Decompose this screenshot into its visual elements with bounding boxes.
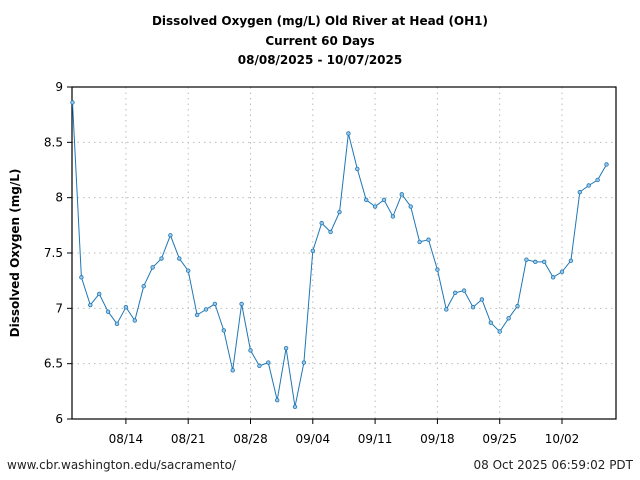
data-point bbox=[524, 257, 529, 262]
y-tick-label: 8 bbox=[55, 191, 63, 205]
data-point bbox=[506, 316, 511, 321]
y-tick-label: 6 bbox=[55, 412, 63, 426]
data-point bbox=[266, 360, 271, 365]
x-tick-label: 09/04 bbox=[296, 432, 331, 446]
data-point bbox=[604, 162, 609, 167]
data-point bbox=[177, 256, 182, 261]
data-point bbox=[275, 397, 280, 403]
data-point bbox=[364, 197, 369, 203]
data-point bbox=[221, 328, 226, 333]
data-point bbox=[542, 259, 547, 265]
chart-title-line-1: Dissolved Oxygen (mg/L) Old River at Hea… bbox=[151, 14, 489, 28]
y-tick-label: 7.5 bbox=[44, 246, 63, 260]
data-point bbox=[159, 256, 164, 261]
data-point bbox=[168, 233, 173, 238]
data-point bbox=[194, 312, 200, 318]
data-point bbox=[346, 131, 351, 136]
chart-title-line-2: Current 60 Days bbox=[265, 34, 375, 48]
data-point bbox=[497, 329, 502, 334]
data-point bbox=[88, 302, 93, 308]
data-point bbox=[426, 237, 431, 242]
data-point bbox=[479, 297, 485, 302]
data-point bbox=[105, 309, 111, 314]
data-point bbox=[550, 275, 556, 280]
y-tick-label: 7 bbox=[55, 301, 63, 315]
data-point bbox=[559, 269, 565, 275]
data-point bbox=[79, 275, 84, 280]
series-line bbox=[72, 102, 607, 407]
y-axis-label: Dissolved Oxygen (mg/L) bbox=[8, 169, 22, 338]
x-tick-label: 10/02 bbox=[545, 432, 580, 446]
data-point bbox=[568, 258, 574, 263]
data-point bbox=[533, 259, 538, 265]
data-point bbox=[203, 307, 209, 312]
data-point bbox=[408, 204, 413, 209]
y-tick-label: 8.5 bbox=[44, 135, 63, 149]
data-point bbox=[150, 265, 155, 270]
data-point bbox=[381, 197, 387, 203]
data-point bbox=[595, 177, 600, 183]
data-point bbox=[141, 284, 146, 289]
y-tick-label: 6.5 bbox=[44, 357, 63, 371]
data-point bbox=[577, 189, 582, 195]
y-tick-label: 9 bbox=[55, 80, 63, 94]
data-point bbox=[470, 305, 476, 310]
footer-timestamp: 08 Oct 2025 06:59:02 PDT bbox=[473, 458, 633, 472]
footer-url[interactable]: www.cbr.washington.edu/sacramento/ bbox=[7, 458, 236, 472]
x-tick-label: 09/25 bbox=[482, 432, 517, 446]
x-axis: 08/14 08/21 08/28 09/04 09/11 09/18 09/25 10/02 bbox=[109, 419, 580, 446]
data-point bbox=[257, 363, 262, 369]
data-point bbox=[417, 239, 422, 245]
data-point bbox=[248, 348, 253, 353]
x-tick-label: 08/28 bbox=[233, 432, 268, 446]
data-point bbox=[114, 321, 120, 327]
data-point bbox=[123, 305, 129, 310]
data-point bbox=[319, 220, 324, 226]
data-point bbox=[292, 404, 298, 410]
data-point bbox=[586, 183, 591, 188]
data-point bbox=[435, 267, 440, 272]
data-point bbox=[399, 192, 404, 197]
data-point bbox=[230, 368, 235, 373]
x-tick-label: 08/21 bbox=[171, 432, 206, 446]
data-point bbox=[239, 301, 244, 307]
data-point bbox=[283, 345, 289, 351]
data-point bbox=[372, 204, 378, 209]
x-tick-label: 09/18 bbox=[420, 432, 455, 446]
data-point bbox=[328, 229, 333, 235]
data-point bbox=[337, 209, 342, 215]
series-dissolved-oxygen bbox=[70, 100, 609, 410]
gridlines bbox=[72, 87, 616, 419]
data-point bbox=[185, 268, 191, 273]
chart-title-line-3: 08/08/2025 - 10/07/2025 bbox=[237, 53, 403, 67]
data-point bbox=[390, 214, 396, 219]
data-point bbox=[310, 248, 315, 253]
x-tick-label: 09/11 bbox=[358, 432, 393, 446]
y-axis: 6 6.5 7 7.5 8 8.5 9 bbox=[44, 80, 72, 426]
data-point bbox=[301, 360, 307, 365]
data-point bbox=[515, 303, 520, 309]
data-point bbox=[453, 290, 458, 296]
x-tick-label: 08/14 bbox=[109, 432, 144, 446]
data-point bbox=[70, 100, 75, 105]
data-point bbox=[444, 307, 449, 312]
data-point bbox=[461, 288, 467, 293]
data-point bbox=[355, 166, 360, 172]
data-point bbox=[96, 291, 102, 297]
data-point bbox=[132, 318, 137, 323]
data-point bbox=[488, 320, 493, 325]
data-point bbox=[212, 301, 218, 307]
